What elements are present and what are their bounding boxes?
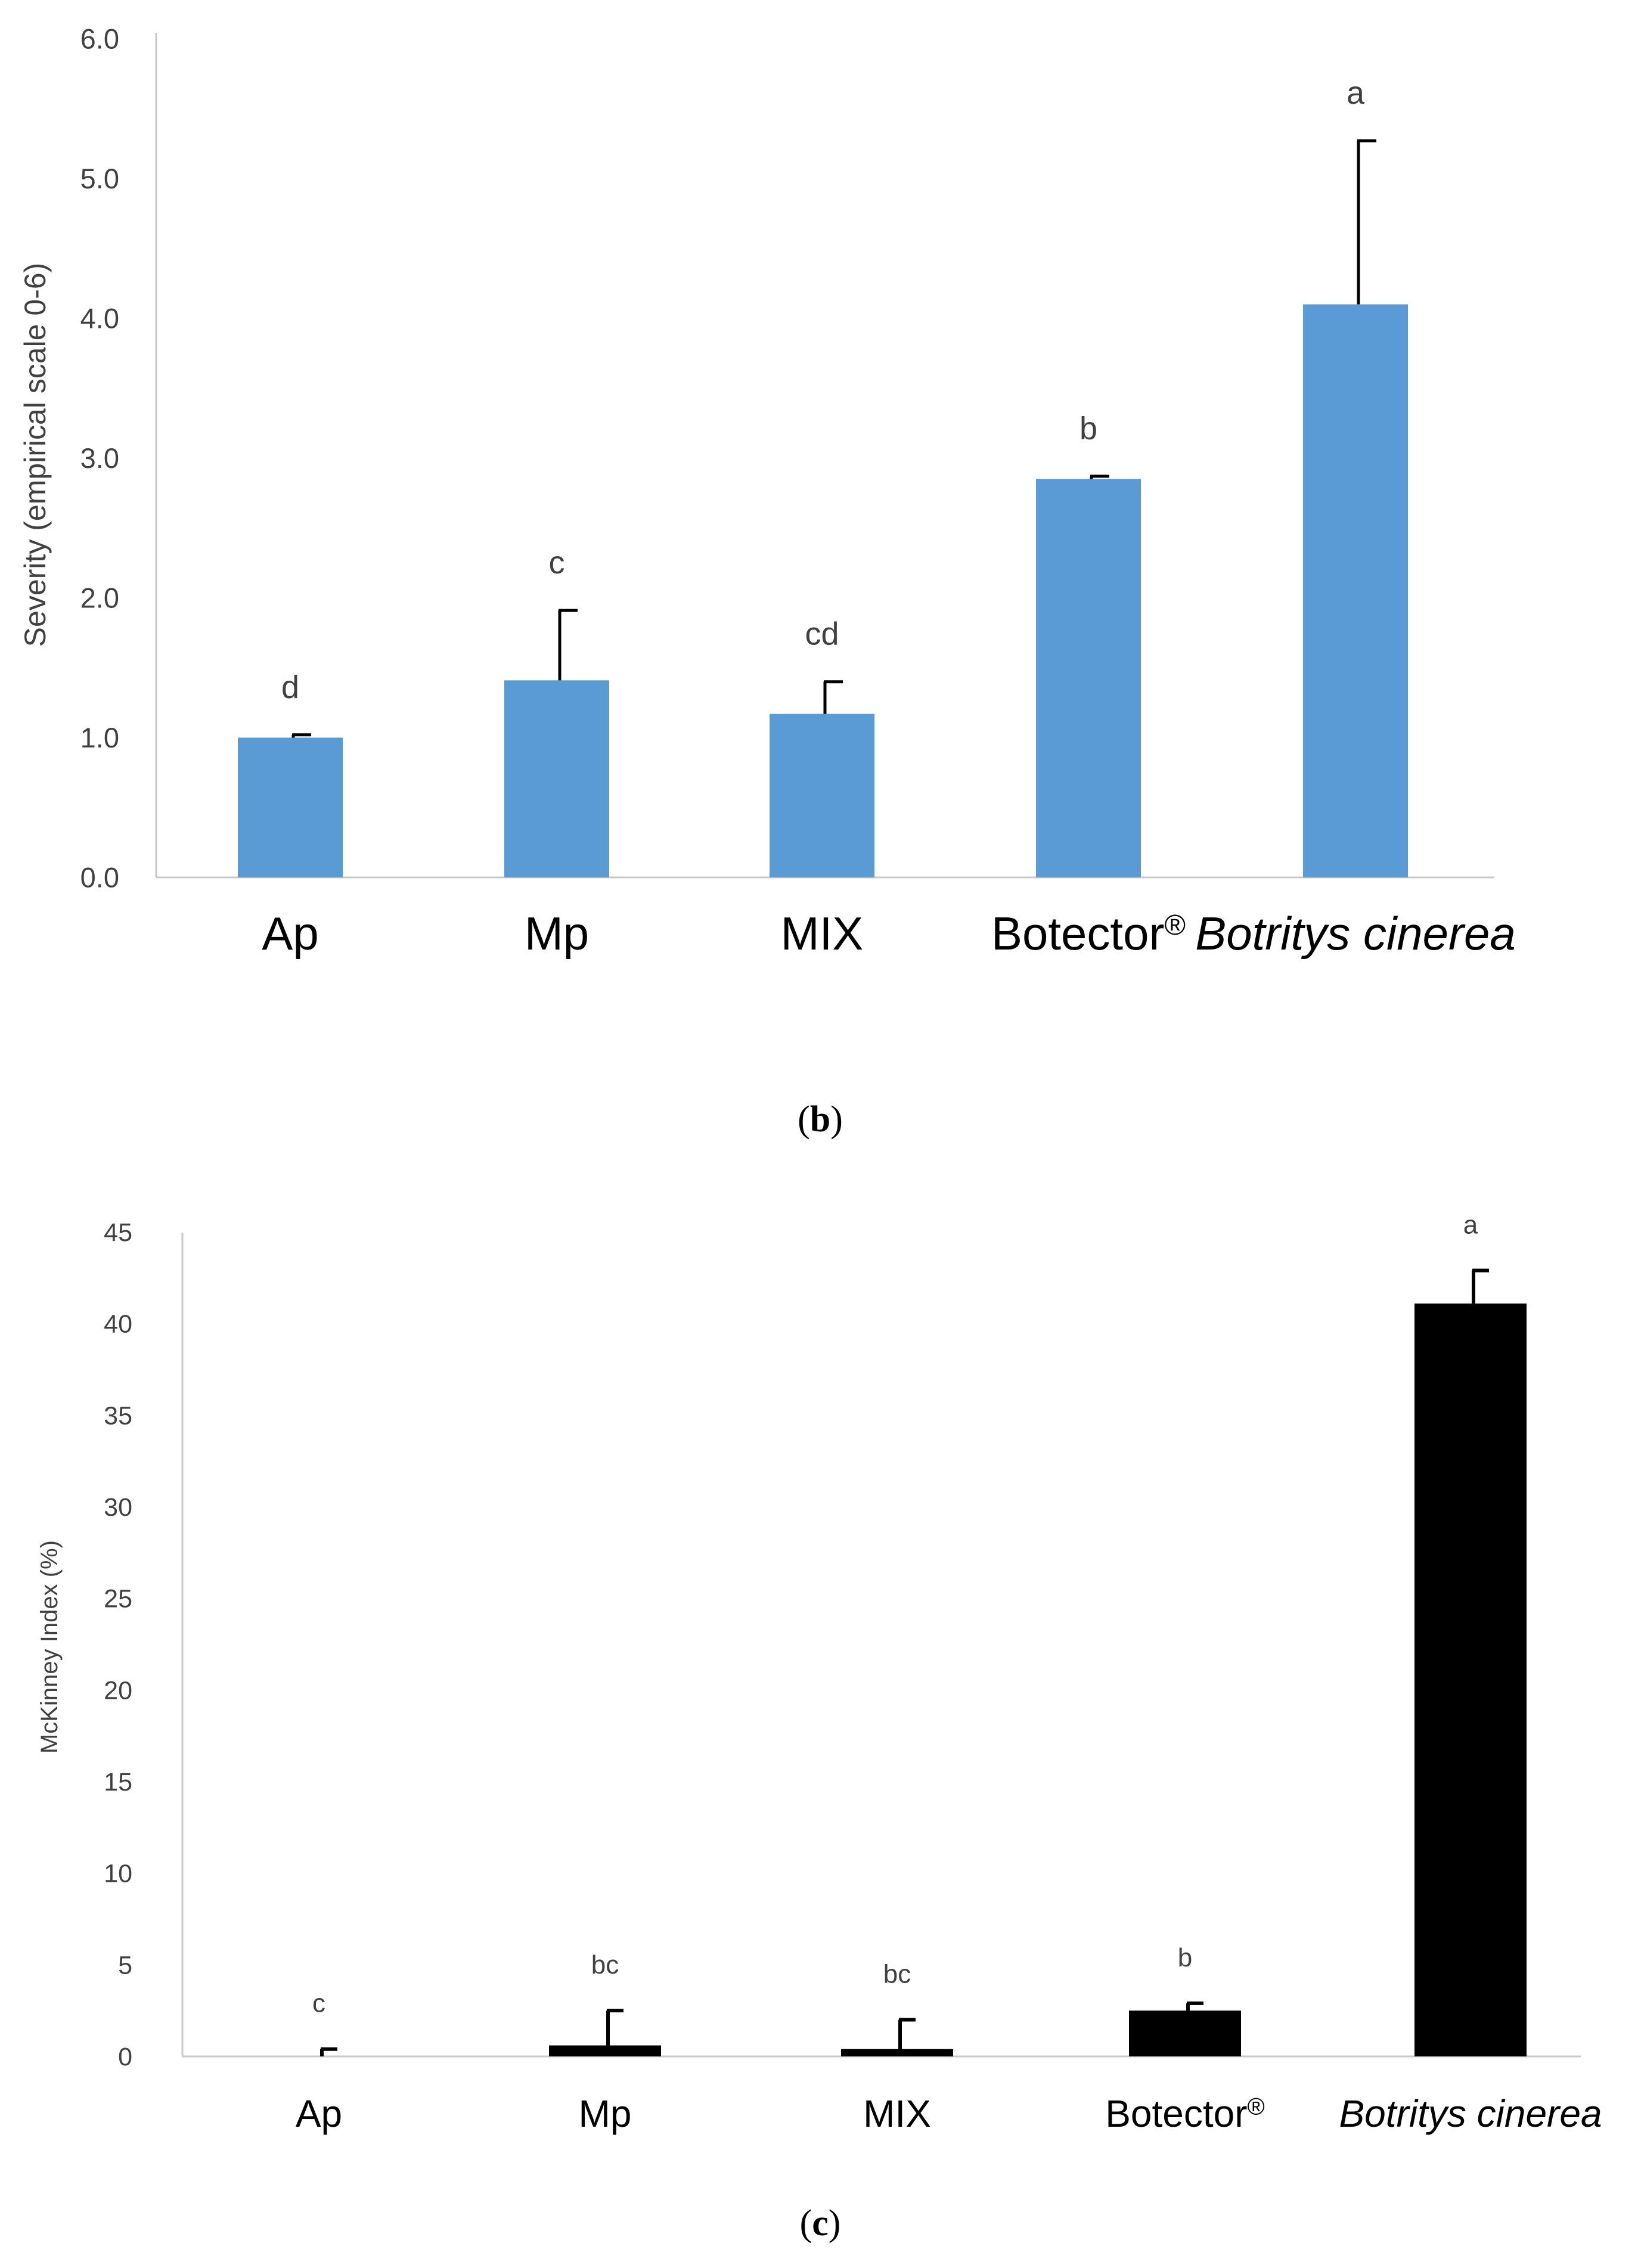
y-tick-label: 3.0 bbox=[80, 442, 119, 474]
chart-panel-b: 0.0 1.0 2.0 3.0 4.0 5.0 6.0 d c cd b a Ap Mp MIX Bote… bbox=[18, 23, 1516, 1140]
category-labels-b: Ap Mp MIX Botector® Botritys cinerea bbox=[262, 907, 1515, 960]
y-tick-label: 5 bbox=[118, 1951, 132, 1980]
significance-letter: a bbox=[1463, 1211, 1478, 1240]
bars-b bbox=[238, 304, 1408, 877]
significance-letter: bc bbox=[883, 1960, 911, 1989]
bar-mix bbox=[841, 2049, 953, 2056]
category-label: Ap bbox=[296, 2092, 342, 2135]
category-label: MIX bbox=[863, 2092, 931, 2135]
category-label: Botector® bbox=[991, 907, 1186, 960]
significance-letters-b: d c cd b a bbox=[281, 75, 1365, 705]
significance-letter: a bbox=[1347, 75, 1365, 111]
y-tick-label: 10 bbox=[104, 1860, 132, 1888]
bar-botritys-cinerea bbox=[1414, 1303, 1527, 2056]
y-tick-label: 0 bbox=[118, 2043, 132, 2071]
significance-letter: b bbox=[1079, 411, 1097, 446]
y-tick-label: 25 bbox=[104, 1585, 132, 1614]
significance-letter: cd bbox=[805, 616, 839, 652]
y-tick-label: 0.0 bbox=[80, 861, 119, 893]
y-tick-label: 40 bbox=[104, 1310, 132, 1339]
chart-panel-c: 0 5 10 15 20 25 30 35 40 45 c bc bc b a Ap Mp MIX Botect… bbox=[36, 1211, 1602, 2244]
y-tick-label: 2.0 bbox=[80, 582, 119, 613]
y-tick-label: 45 bbox=[104, 1218, 132, 1247]
significance-letter: c bbox=[549, 545, 565, 581]
bar-botritys-cinerea bbox=[1303, 304, 1408, 877]
category-label: Botritys cinerea bbox=[1339, 2092, 1602, 2135]
bar-ap bbox=[238, 737, 343, 877]
significance-letter: c bbox=[312, 1989, 325, 2018]
y-axis-label-b: Severity (empirical scale 0-6) bbox=[18, 263, 52, 647]
bar-mix bbox=[770, 713, 874, 877]
panel-label-b: (b) bbox=[798, 1099, 843, 1140]
bars-c bbox=[549, 1303, 1527, 2056]
bar-botector- bbox=[1129, 2011, 1241, 2056]
error-bars-b bbox=[291, 139, 1376, 738]
significance-letter: d bbox=[281, 669, 299, 705]
y-tick-label: 4.0 bbox=[80, 302, 119, 334]
y-tick-label: 5.0 bbox=[80, 163, 119, 194]
bar-mp bbox=[504, 680, 609, 877]
category-label: Botector® bbox=[1105, 2092, 1265, 2135]
panel-label-c: (c) bbox=[800, 2203, 841, 2244]
y-tick-label: 6.0 bbox=[80, 23, 119, 54]
significance-letter: bc bbox=[591, 1950, 619, 1980]
panel-letter-c: c bbox=[812, 2203, 829, 2244]
category-label: Botritys cinerea bbox=[1195, 907, 1516, 960]
category-label: Ap bbox=[262, 907, 318, 960]
y-axis-label-c: McKinney Index (%) bbox=[36, 1540, 63, 1754]
category-labels-c: Ap Mp MIX Botector® Botritys cinerea bbox=[296, 2092, 1602, 2135]
bar-botector- bbox=[1036, 479, 1141, 877]
panel-letter-b: b bbox=[810, 1099, 830, 1140]
y-tick-label: 30 bbox=[104, 1493, 132, 1522]
significance-letters-c: c bc bc b a bbox=[312, 1211, 1478, 2018]
category-label: Mp bbox=[525, 907, 589, 960]
bar-mp bbox=[549, 2045, 661, 2056]
y-tick-label: 35 bbox=[104, 1401, 132, 1430]
y-tick-labels-b: 0.0 1.0 2.0 3.0 4.0 5.0 6.0 bbox=[80, 23, 119, 893]
error-bars-c bbox=[320, 1268, 1489, 2056]
significance-letter: b bbox=[1178, 1943, 1192, 1972]
category-label: MIX bbox=[781, 907, 864, 960]
category-label: Mp bbox=[579, 2092, 632, 2135]
y-tick-label: 1.0 bbox=[80, 722, 119, 753]
y-tick-label: 20 bbox=[104, 1676, 132, 1705]
y-tick-label: 15 bbox=[104, 1768, 132, 1797]
y-tick-labels-c: 0 5 10 15 20 25 30 35 40 45 bbox=[104, 1218, 132, 2071]
